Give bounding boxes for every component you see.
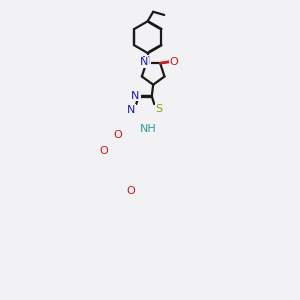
Text: N: N <box>142 56 150 66</box>
Text: N: N <box>140 57 148 68</box>
Text: N: N <box>131 91 140 100</box>
Text: O: O <box>169 57 178 67</box>
Text: S: S <box>155 104 163 114</box>
Text: N: N <box>127 104 136 115</box>
Text: O: O <box>99 146 108 156</box>
Text: O: O <box>114 130 122 140</box>
Text: NH: NH <box>140 124 157 134</box>
Text: O: O <box>126 186 135 196</box>
